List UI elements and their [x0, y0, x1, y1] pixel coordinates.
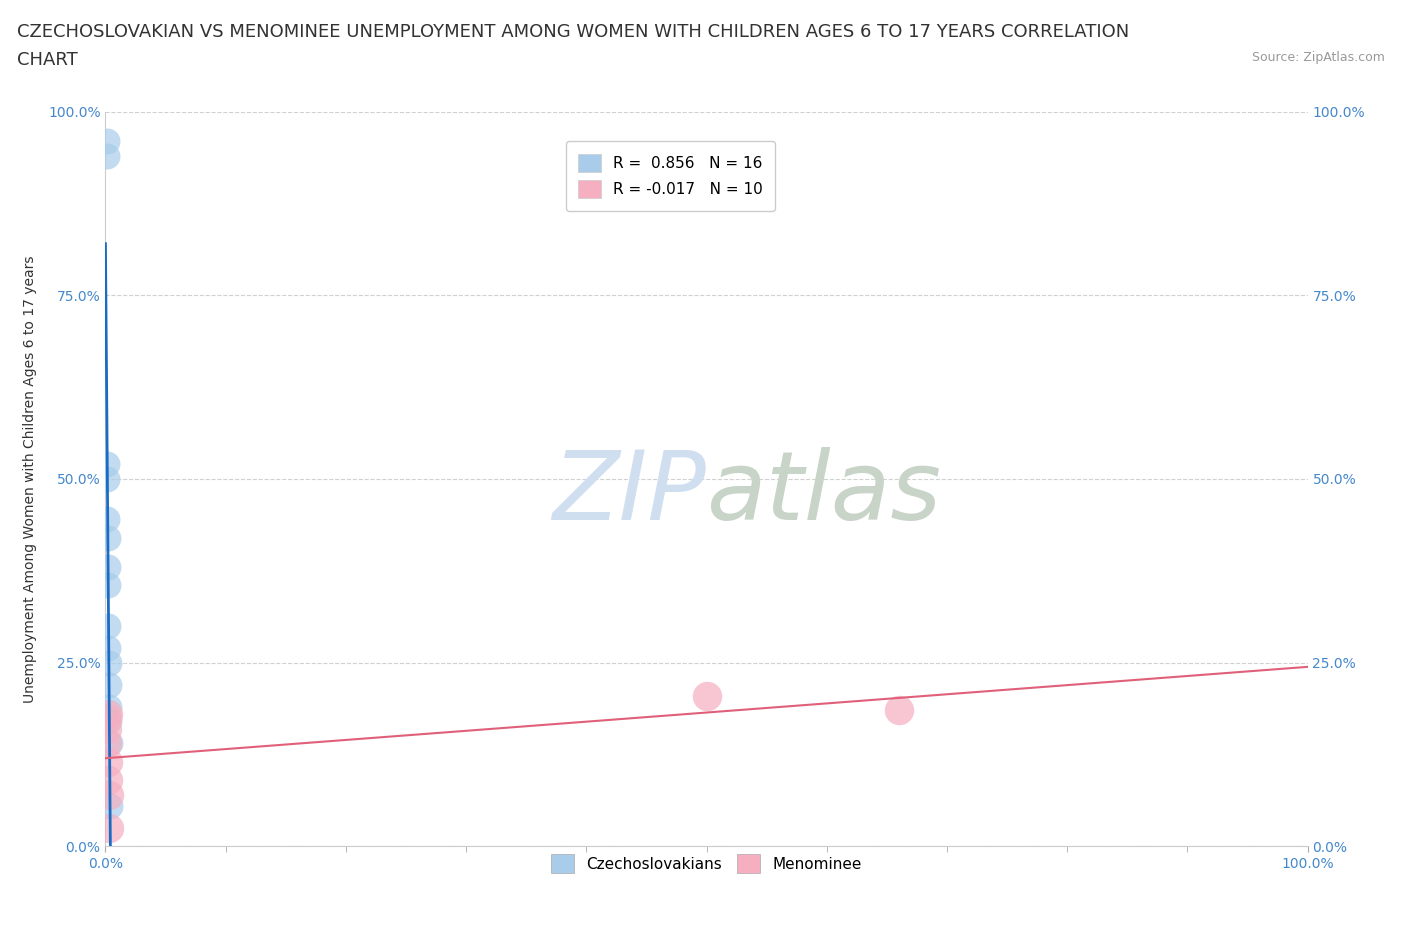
Point: [887, 703, 910, 718]
Point: [98, 714, 121, 729]
Text: atlas: atlas: [707, 447, 942, 540]
Y-axis label: Unemployment Among Women with Children Ages 6 to 17 years: Unemployment Among Women with Children A…: [22, 255, 37, 703]
Point: [97, 773, 120, 788]
Point: [96, 148, 118, 163]
Point: [97, 707, 120, 722]
Point: [98, 788, 121, 803]
Point: [96, 736, 118, 751]
Point: [96, 722, 118, 737]
Point: [97, 641, 120, 656]
Text: CZECHOSLOVAKIAN VS MENOMINEE UNEMPLOYMENT AMONG WOMEN WITH CHILDREN AGES 6 TO 17: CZECHOSLOVAKIAN VS MENOMINEE UNEMPLOYMEN…: [17, 23, 1129, 41]
Point: [98, 820, 121, 835]
Text: Source: ZipAtlas.com: Source: ZipAtlas.com: [1251, 51, 1385, 64]
Text: CHART: CHART: [17, 51, 77, 69]
Point: [98, 699, 121, 714]
Point: [97, 754, 120, 769]
Point: [696, 688, 718, 703]
Point: [98, 799, 121, 814]
Legend: Czechoslovakians, Menominee: Czechoslovakians, Menominee: [546, 848, 868, 879]
Point: [97, 618, 120, 633]
Point: [96, 711, 118, 725]
Point: [98, 677, 121, 692]
Point: [97, 530, 120, 545]
Point: [96, 512, 118, 526]
Text: ZIP: ZIP: [553, 447, 707, 540]
Point: [97, 560, 120, 575]
Point: [97, 578, 120, 593]
Point: [96, 472, 118, 486]
Point: [96, 457, 118, 472]
Point: [98, 736, 121, 751]
Point: [98, 656, 121, 671]
Point: [96, 134, 118, 149]
